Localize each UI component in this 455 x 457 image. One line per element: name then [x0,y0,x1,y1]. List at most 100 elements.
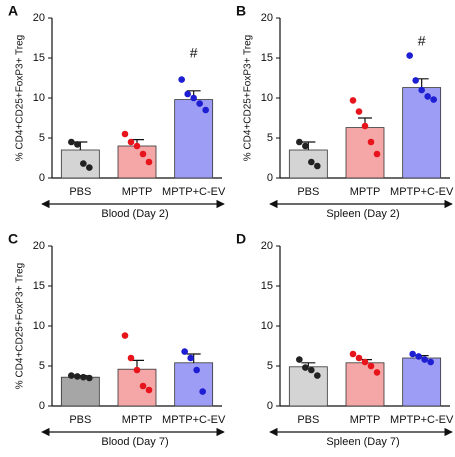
data-point [373,369,381,376]
y-tick-label: 0 [267,400,273,412]
y-tick-label: 20 [33,12,45,24]
data-point [80,160,87,167]
data-point [424,93,431,100]
data-point [127,138,135,146]
data-point [349,97,357,104]
y-axis-label: % CD4+CD25+FoxP3+ Treg [15,263,26,389]
data-point [74,373,81,380]
y-axis-label: % CD4+CD25+FoxP3+ Treg [243,35,254,161]
data-point [421,356,428,363]
bar [345,362,385,407]
data-point [133,366,141,374]
y-axis-label: % CD4+CD25+FoxP3+ Treg [15,35,26,161]
bar [60,376,100,407]
panel: A % CD4+CD25+FoxP3+ Treg 0 5 10 15 20 PBS MPTP MP… [8,3,226,220]
y-tick-label: 5 [267,360,273,372]
panel: D 0 5 10 15 20 PBS MPTP MPTP+C-EV Spleen (Day 7) [236,231,454,448]
data-point [296,356,303,363]
data-point [427,358,434,366]
annotation: # [418,33,426,49]
y-tick-label: 15 [261,280,273,292]
panel: B % CD4+CD25+FoxP3+ Treg 0 5 10 15 20 PBS MPTP MP… [236,3,454,220]
x-tick-label: MPTP [122,414,153,426]
data-point [349,350,357,358]
y-tick-label: 10 [261,320,273,332]
annotation: # [190,45,198,61]
data-point [302,364,309,371]
data-point [199,388,206,395]
y-tick-label: 20 [261,12,273,24]
data-point [367,138,375,146]
x-tick-label: PBS [297,186,319,198]
data-point [302,142,309,150]
bar [288,149,328,179]
x-axis-label: Blood (Day 7) [101,436,168,448]
data-point [361,122,369,130]
data-point [430,96,437,103]
data-point [409,350,416,358]
data-point [418,86,425,94]
y-tick-label: 0 [39,400,45,412]
x-axis-label: Spleen (Day 7) [326,436,399,448]
data-point [355,354,363,362]
x-tick-label: MPTP [350,414,381,426]
data-point [361,358,369,366]
data-point [308,158,315,166]
y-tick-label: 10 [33,92,45,104]
error-bar [301,362,316,367]
data-point [68,372,75,379]
data-point [412,77,419,84]
data-point [121,130,129,138]
panel-label: B [236,3,246,19]
data-point [80,373,87,381]
data-point [74,141,81,148]
x-tick-label: PBS [297,414,319,426]
data-point [314,372,321,379]
y-tick-label: 15 [33,52,45,64]
data-point [68,138,75,146]
data-point [178,76,185,83]
data-point [196,100,203,107]
data-point [133,142,141,150]
y-tick-label: 15 [33,280,45,292]
x-tick-label: MPTP+C-EV [390,186,454,198]
data-point [121,332,129,339]
data-point [145,158,153,166]
data-point [139,382,147,390]
data-point [139,150,147,158]
data-point [187,354,194,362]
data-point [145,386,153,394]
y-tick-label: 5 [267,132,273,144]
data-point [86,374,93,382]
data-point [184,90,191,98]
x-axis-label: Spleen (Day 2) [326,208,399,220]
panel-label: C [8,231,18,247]
data-point [193,366,200,374]
data-point [181,348,188,355]
data-point [308,366,315,374]
x-tick-label: PBS [69,414,91,426]
y-tick-label: 20 [33,240,45,252]
x-tick-label: MPTP+C-EV [390,414,454,426]
data-point [314,162,321,170]
data-point [406,52,413,59]
data-point [415,353,422,360]
x-tick-label: MPTP [122,186,153,198]
y-tick-label: 15 [261,52,273,64]
y-tick-label: 5 [39,132,45,144]
data-point [296,138,303,146]
y-tick-label: 10 [33,320,45,332]
x-tick-label: MPTP+C-EV [162,414,226,426]
data-point [202,106,209,114]
y-tick-label: 0 [39,172,45,184]
data-point [373,150,381,158]
panel-label: D [236,231,246,247]
x-tick-label: PBS [69,186,91,198]
y-tick-label: 0 [267,172,273,184]
data-point [127,354,135,362]
data-point [190,94,197,102]
bar [402,357,442,407]
y-tick-label: 20 [261,240,273,252]
data-point [86,164,93,171]
